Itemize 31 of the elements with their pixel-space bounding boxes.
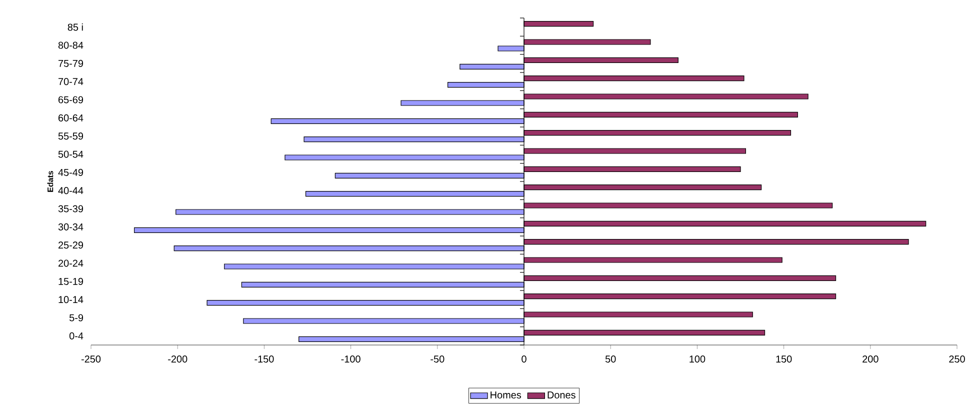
y-tick-label: 60-64 [58,114,84,122]
x-tick-label: -150 [254,356,274,363]
y-tick-label: 75-79 [58,60,84,67]
y-tick-label: 55-59 [58,132,84,140]
y-tick-label: 30-34 [58,223,84,230]
y-tick-label: 5-9 [69,314,84,322]
legend-label: Dones [548,392,576,398]
y-tick-label: 45-49 [58,168,84,176]
x-tick-label: 250 [949,356,965,363]
y-tick-label: 10-14 [58,296,84,304]
x-tick-label: -100 [341,356,360,363]
x-tick-label: -50 [430,356,444,363]
y-tick-label: 25-29 [58,242,84,249]
legend-label: Homes [490,392,522,398]
x-tick-label: 50 [605,356,616,363]
y-tick-label: 80-84 [58,42,84,49]
y-tick-label: 0-4 [69,332,84,340]
y-tick-label: 15-19 [58,278,84,285]
x-tick-label: -200 [168,356,188,363]
y-tick-label: 65-69 [58,96,84,104]
y-tick-label: 70-74 [58,78,84,86]
x-tick-label: 100 [690,356,706,363]
y-tick-label: 85 i [68,23,83,31]
y-tick-label: 35-39 [58,205,84,212]
x-tick-label: 0 [522,356,526,363]
y-tick-label: 50-54 [58,150,84,158]
y-tick-label: 40-44 [58,187,84,194]
x-tick-label: 150 [776,356,792,363]
x-tick-label: -250 [81,356,101,363]
x-tick-label: 200 [862,356,878,363]
y-tick-label: 20-24 [58,260,84,267]
